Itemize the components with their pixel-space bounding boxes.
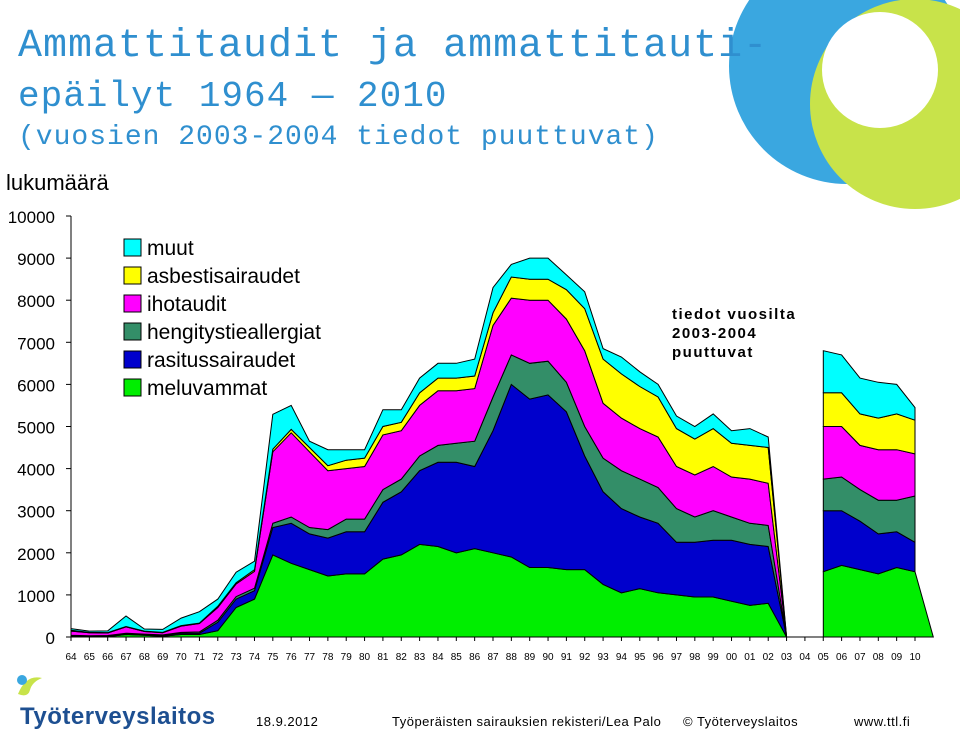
x-tick-label-90: 90 — [542, 652, 554, 663]
x-tick-label-85: 85 — [451, 652, 463, 663]
legend-swatch-ihotaudit — [123, 294, 142, 313]
legend-swatch-rasitussairaudet — [123, 350, 142, 369]
slide-title-line-3: (vuosien 2003-2004 tiedot puuttuvat) — [18, 122, 659, 153]
slide-title-line-1: Ammattitaudit ja ammattitauti- — [18, 24, 769, 69]
x-tick-label-07: 07 — [854, 652, 866, 663]
x-tick-label-02: 02 — [763, 652, 775, 663]
y-tick-label-9000: 9000 — [17, 250, 55, 269]
x-tick-label-92: 92 — [579, 652, 591, 663]
x-tick-label-03: 03 — [781, 652, 793, 663]
x-tick-label-75: 75 — [267, 652, 279, 663]
deco-circle-white — [822, 12, 938, 128]
x-tick-label-67: 67 — [120, 652, 132, 663]
x-tick-label-70: 70 — [176, 652, 188, 663]
x-tick-label-69: 69 — [157, 652, 169, 663]
x-tick-label-05: 05 — [818, 652, 830, 663]
x-tick-label-81: 81 — [377, 652, 389, 663]
x-tick-label-91: 91 — [561, 652, 573, 663]
legend-label-ihotaudit: ihotaudit — [147, 293, 227, 316]
x-tick-label-82: 82 — [396, 652, 408, 663]
legend-label-rasitussairaudet: rasitussairaudet — [147, 349, 295, 372]
x-tick-label-06: 06 — [836, 652, 848, 663]
y-tick-label-3000: 3000 — [17, 503, 55, 522]
legend-label-hengitystieallergiat: hengitystieallergiat — [147, 321, 321, 344]
y-axis-label: lukumäärä — [6, 170, 109, 195]
y-tick-label-6000: 6000 — [17, 376, 55, 395]
footer-copyright: © Työterveyslaitos — [683, 714, 799, 729]
x-tick-label-98: 98 — [689, 652, 701, 663]
missing-data-annotation-line-1: 2003-2004 — [672, 325, 757, 342]
area-muut-seg0 — [70, 257, 788, 638]
x-tick-label-74: 74 — [249, 652, 261, 663]
x-tick-label-09: 09 — [891, 652, 903, 663]
x-tick-label-94: 94 — [616, 652, 628, 663]
x-tick-label-87: 87 — [487, 652, 499, 663]
x-tick-label-95: 95 — [634, 652, 646, 663]
legend-label-muut: muut — [147, 237, 194, 260]
legend-swatch-meluvammat — [123, 378, 142, 397]
x-tick-label-73: 73 — [231, 652, 243, 663]
x-tick-label-88: 88 — [506, 652, 518, 663]
x-tick-label-83: 83 — [414, 652, 426, 663]
x-tick-label-89: 89 — [524, 652, 536, 663]
x-tick-label-79: 79 — [341, 652, 353, 663]
legend-swatch-asbestisairaudet — [123, 266, 142, 285]
x-tick-label-84: 84 — [432, 652, 444, 663]
x-tick-label-86: 86 — [469, 652, 481, 663]
x-tick-label-04: 04 — [799, 652, 811, 663]
x-tick-label-66: 66 — [102, 652, 114, 663]
x-tick-label-97: 97 — [671, 652, 683, 663]
slide-title-line-2: epäilyt 1964 — 2010 — [18, 76, 448, 117]
x-tick-label-76: 76 — [286, 652, 298, 663]
area-meluvammat-seg1 — [822, 564, 934, 638]
y-tick-label-1000: 1000 — [17, 587, 55, 606]
legend-label-asbestisairaudet: asbestisairaudet — [147, 265, 300, 288]
x-tick-label-78: 78 — [322, 652, 334, 663]
ttl-logo-text: Työterveyslaitos — [20, 703, 216, 730]
y-tick-label-10000: 10000 — [8, 208, 55, 227]
footer-date: 18.9.2012 — [256, 714, 319, 729]
x-tick-label-72: 72 — [212, 652, 224, 663]
legend-swatch-hengitystieallergiat — [123, 322, 142, 341]
y-tick-label-7000: 7000 — [17, 334, 55, 353]
x-tick-label-64: 64 — [65, 652, 77, 663]
missing-data-annotation-line-2: puuttuvat — [672, 344, 754, 361]
y-tick-label-0: 0 — [46, 629, 55, 648]
missing-data-annotation-line-0: tiedot vuosilta — [672, 306, 796, 323]
legend-label-meluvammat: meluvammat — [147, 377, 267, 400]
ttl-logo-icon — [17, 675, 42, 696]
y-tick-label-4000: 4000 — [17, 461, 55, 480]
x-tick-label-80: 80 — [359, 652, 371, 663]
x-tick-label-10: 10 — [909, 652, 921, 663]
legend-swatch-muut — [123, 238, 142, 257]
x-tick-label-08: 08 — [873, 652, 885, 663]
x-tick-label-77: 77 — [304, 652, 316, 663]
x-tick-label-71: 71 — [194, 652, 206, 663]
x-tick-label-99: 99 — [708, 652, 720, 663]
y-tick-label-8000: 8000 — [17, 292, 55, 311]
x-tick-label-00: 00 — [726, 652, 738, 663]
y-tick-label-5000: 5000 — [17, 419, 55, 438]
y-tick-label-2000: 2000 — [17, 545, 55, 564]
x-tick-label-68: 68 — [139, 652, 151, 663]
x-tick-label-96: 96 — [653, 652, 665, 663]
footer-url: www.ttl.fi — [854, 714, 911, 729]
x-tick-label-93: 93 — [598, 652, 610, 663]
x-tick-label-01: 01 — [744, 652, 756, 663]
x-tick-label-65: 65 — [84, 652, 96, 663]
area-muut-seg1 — [822, 350, 916, 421]
footer-source: Työperäisten sairauksien rekisteri/Lea P… — [392, 714, 662, 729]
